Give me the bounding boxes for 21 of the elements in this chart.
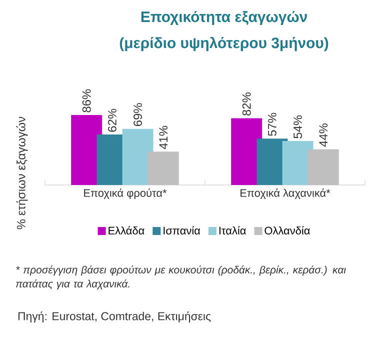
bar: [148, 152, 179, 185]
chart-subtitle: (μερίδιο υψηλότερου 3μήνου): [120, 36, 328, 52]
legend-label: Ιταλία: [219, 226, 246, 235]
x-tick-label: Εποχικά φρούτα*: [84, 188, 167, 200]
chart-title: Εποχικότητα εξαγωγών: [141, 10, 307, 26]
data-label: 86%: [82, 89, 91, 112]
x-tick-label: Εποχικά λαχανικά*: [240, 188, 330, 200]
data-label: 44%: [319, 123, 328, 147]
data-label: 82%: [242, 92, 251, 116]
data-label: 69%: [134, 103, 142, 126]
legend-label: Ολλανδία: [264, 226, 310, 235]
text: * προσέγγιση βάσει φρούτων με κουκούτσι (ροδάκ., βερίκ., κεράσ.) και πατάτας για τα λαχανικά.: [16, 266, 346, 290]
data-label: 57%: [268, 112, 276, 136]
bar: [308, 149, 339, 185]
y-axis-title: % ετήσιων εξαγωγών: [16, 116, 28, 230]
data-label: 41%: [159, 126, 168, 150]
data-label: 54%: [294, 115, 302, 138]
legend-label: Ισπανία: [164, 226, 200, 235]
text: Πηγή: Eurostat, Comtrade, Εκτιμήσεις: [18, 312, 211, 323]
legend-label: Ελλάδα: [108, 226, 144, 235]
data-label: 62%: [108, 108, 116, 132]
